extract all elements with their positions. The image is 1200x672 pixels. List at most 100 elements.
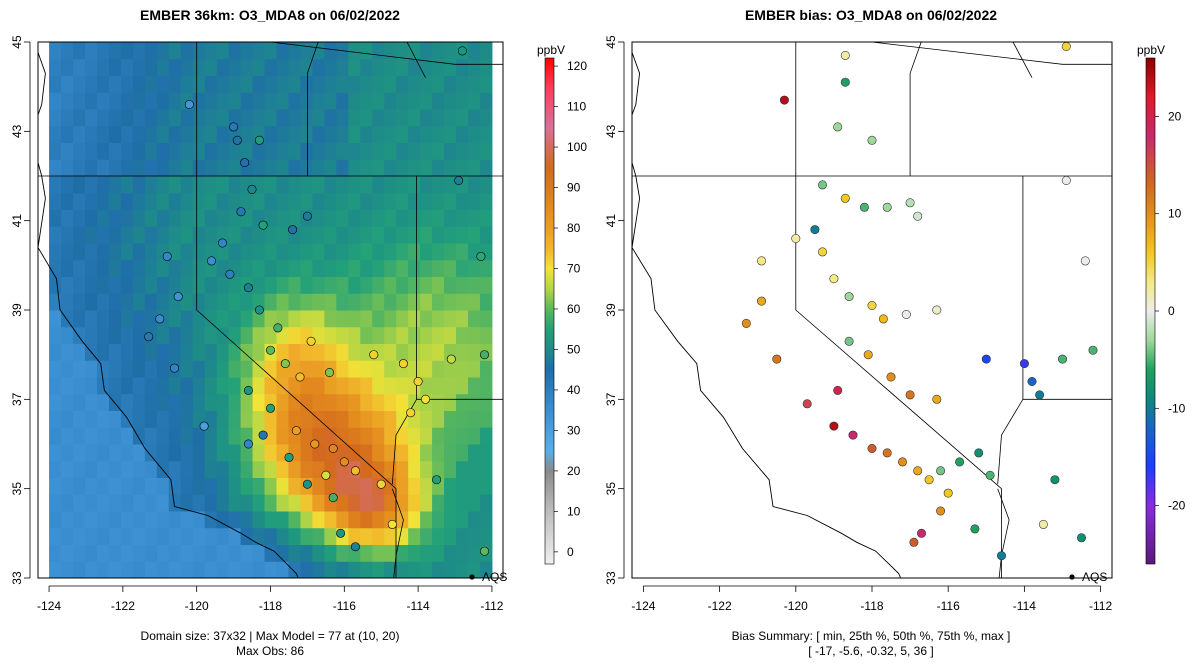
grid-cell [300,92,313,110]
grid-cell [276,109,289,127]
grid-cell [120,326,134,344]
grid-cell [396,42,409,60]
grid-cell [408,125,421,143]
grid-cell [408,494,421,512]
grid-cell [300,142,313,160]
grid-cell [73,293,86,311]
grid-cell [420,109,433,127]
obs-point [229,122,239,132]
grid-cell [456,92,469,110]
obs-point [328,443,338,453]
grid-cell [479,410,493,428]
grid-cell [49,511,62,529]
grid-cell [456,192,469,210]
grid-cell [240,444,254,462]
left-ytick-label: 41 [10,214,24,228]
grid-cell [360,343,373,361]
grid-cell [168,109,182,127]
grid-cell [444,142,457,160]
grid-cell [84,109,98,127]
obs-point [284,452,294,462]
grid-cell [372,92,385,110]
bias-point [817,180,827,190]
grid-cell [144,243,158,261]
grid-cell [216,142,230,160]
grid-cell [132,377,146,395]
left-colorbar-scale [544,57,555,565]
grid-cell [444,544,457,562]
grid-cell [240,393,254,411]
grid-cell [324,243,337,261]
grid-cell [204,42,218,60]
left-ytick-label: 33 [10,571,24,585]
right-border-4 [997,176,1024,485]
grid-cell [108,109,122,127]
grid-cell [204,226,218,244]
grid-cell [49,393,62,411]
grid-cell [73,561,86,578]
grid-cell [49,494,62,512]
bias-point [943,488,953,498]
grid-cell [49,58,62,76]
grid-cell [444,276,457,294]
grid-cell [360,92,373,110]
grid-cell [467,109,481,127]
right-border-3 [909,42,922,176]
grid-cell [312,326,325,344]
grid-cell [324,226,337,244]
right-xtick-label: -112 [1089,599,1112,613]
grid-cell [264,159,277,177]
grid-cell [252,326,266,344]
grid-cell [300,511,313,529]
grid-cell [300,75,313,93]
grid-cell [252,293,266,311]
grid-cell [49,226,62,244]
grid-cell [84,494,98,512]
grid-cell [288,310,301,328]
grid-cell [180,109,194,127]
grid-cell [108,159,122,177]
grid-cell [348,142,361,160]
grid-cell [108,75,122,93]
grid-cell [444,393,457,411]
grid-cell [168,142,182,160]
grid-cell [228,561,242,578]
grid-cell [73,259,86,277]
grid-cell [456,410,469,428]
right-axes: -124 -122 -120 -118 -116 -114 -112 33 35 37 39 41 43… [604,35,1112,613]
grid-cell [61,75,74,93]
left-colorbar-label: ppbV [537,43,565,57]
right-cb-tick-label: -10 [1168,401,1186,415]
grid-cell [456,343,469,361]
grid-cell [180,561,194,578]
grid-cell [312,343,325,361]
grid-cell [144,276,158,294]
grid-cell [264,42,277,60]
grid-cell [348,310,361,328]
grid-cell [408,477,421,495]
grid-cell [61,92,74,110]
grid-cell [312,209,325,227]
grid-cell [360,393,373,411]
grid-cell [408,360,421,378]
grid-cell [192,427,206,445]
grid-cell [348,360,361,378]
grid-cell [240,511,254,529]
grid-cell [204,109,218,127]
grid-cell [120,393,134,411]
grid-cell [252,192,266,210]
left-ytick-label: 45 [10,35,24,49]
right-xtick-label: -118 [860,599,883,613]
right-ytick-label: 45 [604,35,618,49]
grid-cell [73,42,86,60]
grid-cell [228,75,242,93]
grid-cell [456,243,469,261]
grid-cell [240,92,254,110]
grid-cell [432,226,445,244]
left-cb-tick-label: 60 [567,302,581,316]
grid-cell [49,109,62,127]
right-cb-tick-label: 20 [1168,109,1182,123]
grid-cell [324,125,337,143]
grid-cell [432,527,445,545]
right-xtick-label: -116 [937,599,960,613]
